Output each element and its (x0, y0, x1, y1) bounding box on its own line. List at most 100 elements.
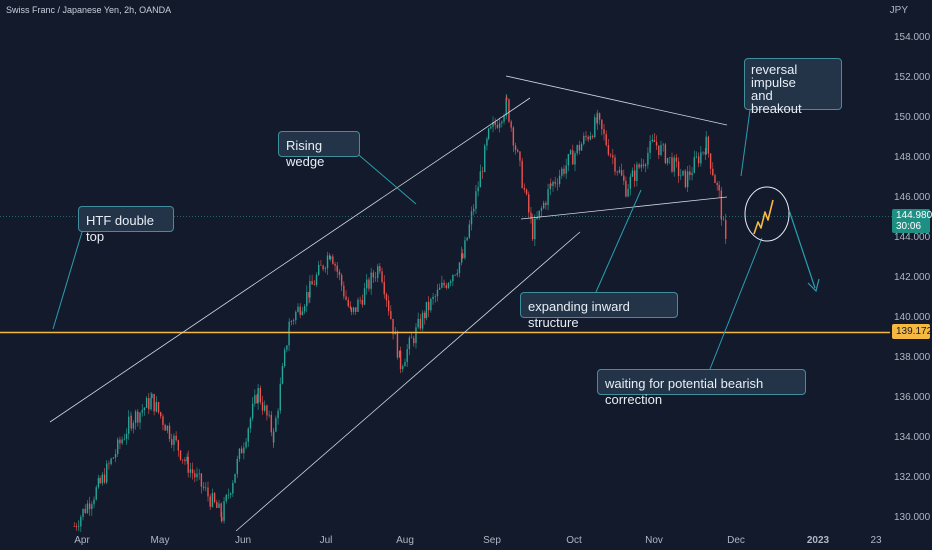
candle-body (720, 190, 723, 220)
candle-body (259, 387, 262, 403)
candle-body (261, 402, 264, 411)
candle-body (521, 160, 523, 188)
candle-body (297, 306, 299, 312)
y-tick-label: 150.000 (894, 112, 931, 123)
x-tick-label: Apr (74, 535, 90, 546)
candle-body (205, 487, 207, 489)
candles-group (73, 93, 727, 532)
x-tick-label: Oct (566, 535, 582, 546)
candle-body (542, 202, 545, 209)
candle-body (372, 272, 375, 278)
candle-body (550, 183, 552, 186)
candle-body (387, 300, 390, 312)
x-tick-label: Nov (645, 535, 663, 546)
x-tick-label: 23 (870, 535, 882, 546)
candle-body (232, 482, 234, 494)
candle-body (370, 272, 372, 289)
candle-body (171, 439, 173, 445)
candle-body (88, 503, 91, 510)
annotation-reversal-breakout[interactable]: reversal impulse and breakout (744, 58, 842, 115)
candle-body (530, 212, 532, 219)
candle-body (484, 145, 486, 173)
candle-body (236, 458, 238, 474)
candle-body (536, 217, 538, 219)
candle-body (218, 503, 220, 508)
candle-body (119, 439, 121, 444)
candle-body (506, 97, 508, 100)
candle-body (531, 218, 534, 240)
candle-body (649, 141, 651, 153)
candle-body (320, 264, 322, 266)
candle-body (334, 263, 336, 266)
candle-body (620, 170, 623, 176)
wedge-upper-line (49, 97, 531, 423)
candle-body (303, 306, 306, 312)
candle-body (487, 128, 490, 139)
candle-body (436, 289, 439, 297)
candle-body (288, 321, 290, 328)
bearish-pointer (709, 237, 763, 370)
y-tick-label: 136.000 (894, 392, 931, 403)
current-price-value: 144.980 (896, 210, 932, 221)
candle-body (390, 311, 392, 319)
candle-body (556, 183, 559, 185)
candle-body (114, 453, 117, 458)
annotation-htf-double-top[interactable]: HTF double top (78, 206, 174, 244)
candle-body (292, 320, 295, 322)
candle-body (725, 220, 727, 239)
candle-body (137, 411, 139, 423)
expanding-pointer (595, 189, 642, 293)
candle-body (693, 157, 695, 173)
candle-body (308, 292, 310, 298)
candle-body (110, 458, 112, 465)
candle-body (223, 501, 225, 521)
annotation-bearish-correction[interactable]: waiting for potential bearish correction (597, 369, 806, 407)
candle-body (247, 428, 249, 442)
candle-body (377, 266, 379, 278)
candle-body (399, 350, 402, 369)
candle-body (166, 425, 169, 431)
candle-body (561, 168, 563, 176)
candle-body (408, 337, 411, 350)
candle-body (443, 282, 445, 286)
candle-body (468, 224, 471, 238)
candle-body (680, 175, 682, 177)
candle-body (288, 327, 290, 346)
candle-body (636, 164, 638, 181)
reversal-pointer (740, 109, 751, 177)
candle-body (410, 337, 413, 339)
candle-body (714, 175, 716, 184)
candle-body (554, 181, 556, 184)
candle-body (379, 266, 381, 272)
y-tick-label: 130.000 (894, 512, 931, 523)
candle-body (404, 362, 406, 367)
candle-body (525, 189, 528, 195)
candle-body (722, 219, 725, 221)
candle-body (234, 473, 236, 483)
candle-body (441, 282, 443, 288)
countdown-timer: 30:06 (896, 221, 922, 232)
candle-body (279, 383, 281, 411)
y-tick-label: 148.000 (894, 152, 931, 163)
y-tick-label: 154.000 (894, 32, 931, 43)
candle-body (572, 150, 574, 165)
candle-body (91, 504, 93, 510)
candle-body (336, 265, 338, 272)
expanding-lower-line (520, 196, 728, 220)
annotation-expanding-inward[interactable]: expanding inward structure (520, 292, 678, 330)
htf-pointer (52, 231, 83, 330)
candle-body (587, 136, 589, 140)
projection-arrow-line (788, 209, 816, 289)
candle-body (473, 208, 475, 212)
candle-body (627, 188, 629, 197)
candle-body (464, 240, 466, 258)
candle-body (558, 175, 561, 185)
candle-body (523, 187, 526, 190)
candle-body (634, 170, 636, 181)
annotation-rising-wedge[interactable]: Rising wedge (278, 131, 360, 169)
candle-body (430, 299, 432, 311)
candle-body (130, 416, 132, 429)
candle-body (132, 423, 135, 429)
candle-body (347, 299, 349, 307)
candle-body (182, 459, 184, 461)
